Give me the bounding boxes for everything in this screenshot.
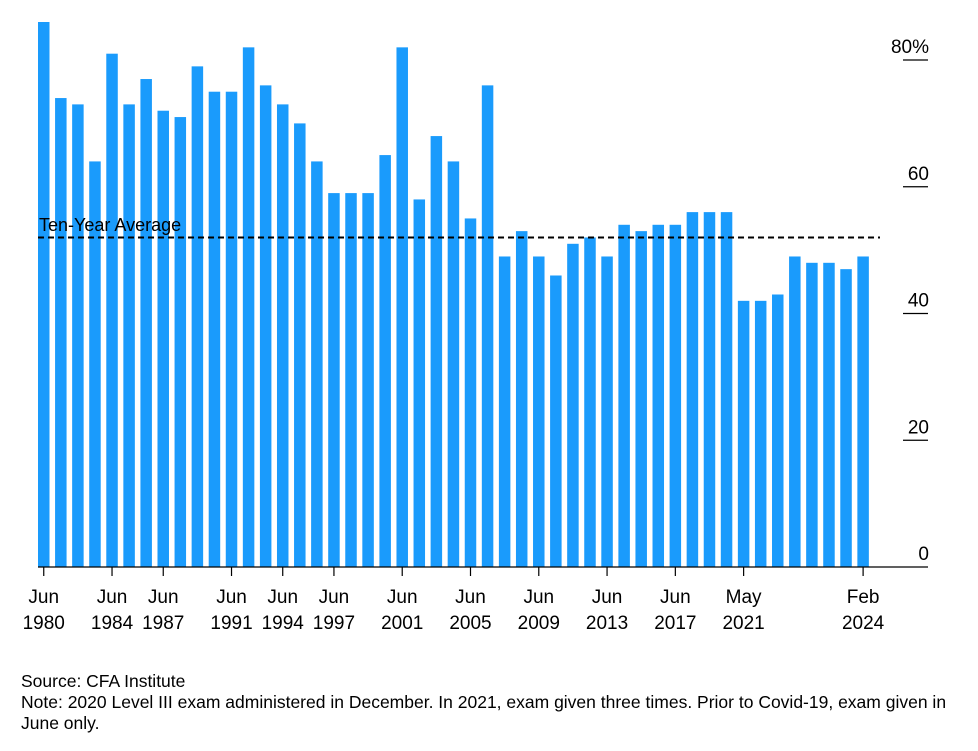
bar	[720, 212, 733, 567]
x-tick-month-label: Jun	[319, 587, 350, 608]
x-tick-month-label: Jun	[660, 587, 691, 608]
x-tick-year-label: 1994	[262, 613, 305, 634]
bar	[413, 199, 426, 567]
bar	[294, 123, 306, 568]
bar	[123, 104, 135, 567]
x-tick-month-label: Feb	[847, 587, 880, 608]
bar	[703, 212, 716, 567]
x-tick-year-label: 1984	[91, 613, 134, 634]
bar	[174, 117, 187, 567]
bar	[259, 85, 272, 568]
x-tick-month-label: Jun	[387, 587, 418, 608]
x-tick-month-label: Jun	[216, 587, 247, 608]
x-tick-month-label: Jun	[148, 587, 179, 608]
bar	[464, 218, 477, 567]
x-tick-year-label: 2005	[449, 613, 491, 634]
x-tick-month-label: Jun	[523, 587, 554, 608]
bar	[191, 66, 204, 568]
x-tick-month-label: May	[726, 587, 762, 608]
x-tick-year-label: 2001	[381, 613, 423, 634]
bar	[550, 275, 562, 567]
bar	[857, 256, 869, 567]
bar	[481, 85, 494, 568]
bar	[55, 98, 67, 568]
x-tick-year-label: 1987	[142, 613, 184, 634]
y-tick-label: 0	[918, 544, 929, 565]
bar	[635, 231, 647, 567]
bar	[498, 256, 511, 567]
bar	[754, 300, 767, 567]
bar-chart: Jun 1980 Jun 1984 Jun 1987 Jun 1991 Jun 1994 Jun 19…	[23, 22, 929, 634]
x-tick-year-label: 1980	[23, 613, 65, 634]
y-tick-label: 20	[908, 417, 929, 438]
bars-group	[38, 22, 869, 568]
x-ticks-group: Jun 1980 Jun 1984 Jun 1987 Jun 1991 Jun 1994 Jun 19…	[23, 567, 885, 634]
bar	[806, 262, 818, 567]
x-tick-month-label: Jun	[97, 587, 128, 608]
bar	[276, 104, 289, 567]
bar	[72, 104, 84, 567]
chart-notes: Source: CFA Institute Note: 2020 Level I…	[21, 671, 961, 734]
bar	[533, 256, 545, 567]
bar	[106, 53, 118, 567]
bar	[823, 262, 835, 567]
y-tick-label: 80%	[891, 37, 929, 58]
bar	[379, 155, 391, 567]
bar	[345, 193, 357, 567]
source-text: Source: CFA Institute	[21, 671, 186, 691]
ten-year-average-label: Ten-Year Average	[39, 215, 181, 235]
x-tick-month-label: Jun	[28, 587, 59, 608]
x-tick-month-label: Jun	[592, 587, 623, 608]
bar	[840, 269, 852, 567]
x-tick-year-label: 1997	[313, 613, 355, 634]
bar	[652, 224, 665, 568]
y-tick-label: 40	[908, 291, 929, 312]
bar	[225, 91, 238, 568]
bar	[208, 91, 221, 568]
bar	[242, 47, 255, 568]
bar	[618, 224, 630, 568]
x-tick-month-label: Jun	[267, 587, 298, 608]
bar	[669, 224, 682, 568]
x-tick-year-label: 1991	[210, 613, 252, 634]
x-tick-month-label: Jun	[455, 587, 486, 608]
bar	[447, 161, 460, 568]
bar	[89, 161, 101, 568]
bar	[362, 193, 374, 567]
bar	[515, 231, 528, 567]
bar	[737, 300, 750, 567]
bar	[311, 161, 323, 568]
y-ticks-group: 0 20 40 60 80%	[891, 37, 929, 565]
bar	[157, 110, 169, 567]
bar	[772, 294, 784, 567]
x-tick-year-label: 2009	[518, 613, 560, 634]
bar	[789, 256, 801, 567]
y-tick-label: 60	[908, 164, 929, 185]
bar	[140, 79, 152, 567]
x-tick-year-label: 2024	[842, 613, 885, 634]
x-tick-year-label: 2021	[722, 613, 764, 634]
bar	[328, 193, 340, 567]
bar	[686, 212, 699, 567]
bar	[601, 256, 613, 567]
bar	[430, 136, 443, 567]
bar	[567, 243, 579, 568]
bar	[396, 47, 408, 568]
bar	[38, 22, 50, 567]
bar	[584, 237, 596, 567]
note-text: Note: 2020 Level III exam administered i…	[21, 692, 947, 733]
x-tick-year-label: 2013	[586, 613, 628, 634]
x-tick-year-label: 2017	[654, 613, 696, 634]
